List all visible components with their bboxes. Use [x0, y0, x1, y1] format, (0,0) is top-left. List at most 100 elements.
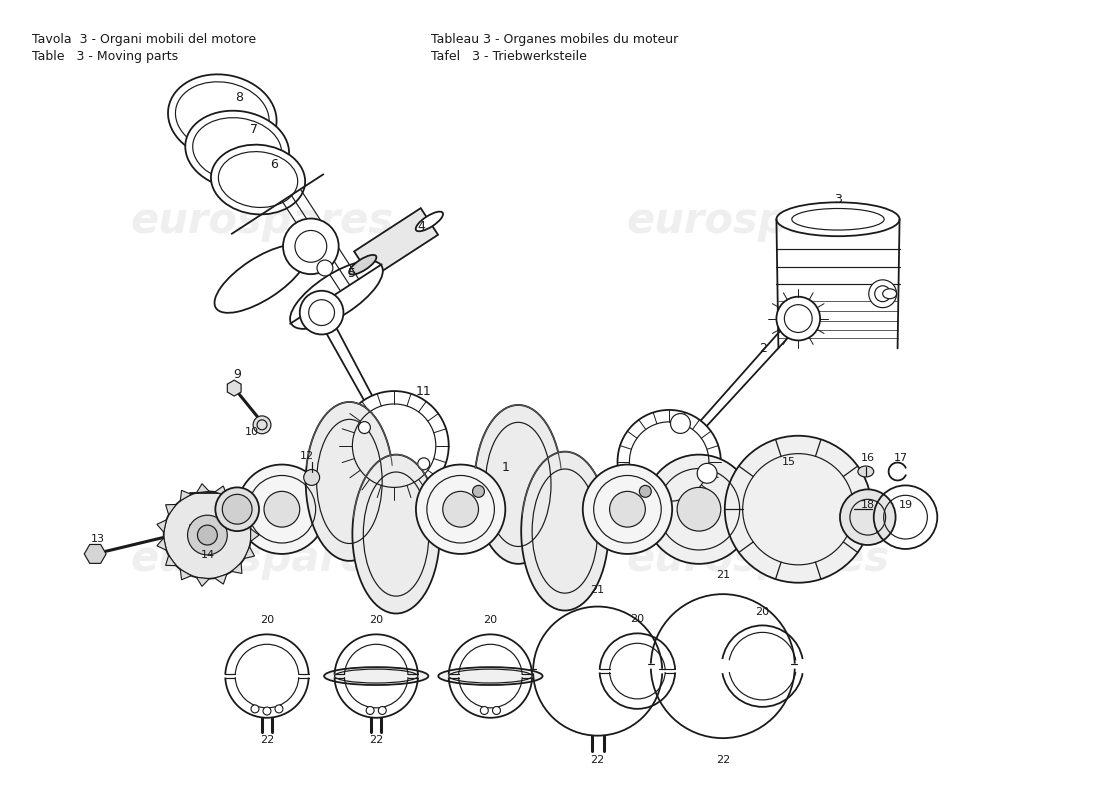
- Circle shape: [317, 260, 333, 276]
- Text: 6: 6: [270, 158, 278, 171]
- Polygon shape: [157, 538, 166, 550]
- Polygon shape: [232, 497, 242, 507]
- Text: Table   3 - Moving parts: Table 3 - Moving parts: [32, 50, 178, 63]
- Text: eurospares: eurospares: [131, 538, 394, 580]
- Circle shape: [253, 416, 271, 434]
- Ellipse shape: [882, 289, 896, 298]
- Circle shape: [299, 290, 343, 334]
- Polygon shape: [197, 578, 209, 586]
- Text: 22: 22: [260, 734, 274, 745]
- Text: 21: 21: [591, 585, 605, 594]
- Text: eurospares: eurospares: [627, 200, 890, 242]
- Circle shape: [671, 414, 691, 434]
- Text: 20: 20: [483, 615, 497, 626]
- Polygon shape: [228, 380, 241, 396]
- Circle shape: [304, 470, 320, 486]
- Ellipse shape: [858, 466, 873, 477]
- Circle shape: [869, 280, 896, 308]
- Circle shape: [263, 707, 271, 715]
- Ellipse shape: [168, 74, 276, 160]
- Polygon shape: [180, 490, 191, 501]
- Text: 13: 13: [91, 534, 106, 544]
- Text: 9: 9: [233, 368, 241, 381]
- Circle shape: [840, 490, 895, 545]
- Text: 15: 15: [781, 457, 795, 466]
- Polygon shape: [85, 545, 106, 563]
- Text: 5: 5: [348, 266, 356, 279]
- Polygon shape: [214, 574, 227, 584]
- Polygon shape: [180, 570, 191, 580]
- Text: 17: 17: [893, 453, 907, 462]
- Text: 22: 22: [591, 755, 605, 766]
- Polygon shape: [244, 547, 254, 558]
- Text: 20: 20: [756, 606, 770, 617]
- Polygon shape: [166, 555, 176, 566]
- Text: 8: 8: [235, 90, 243, 104]
- Ellipse shape: [777, 202, 900, 236]
- Text: eurospares: eurospares: [131, 200, 394, 242]
- Ellipse shape: [521, 452, 608, 610]
- Circle shape: [777, 297, 821, 341]
- Text: 3: 3: [834, 193, 842, 206]
- Polygon shape: [197, 484, 209, 493]
- Ellipse shape: [352, 454, 440, 614]
- Polygon shape: [232, 563, 242, 574]
- Polygon shape: [214, 486, 227, 496]
- Ellipse shape: [216, 487, 258, 531]
- Text: 1: 1: [502, 461, 509, 474]
- Text: Tableau 3 - Organes mobiles du moteur: Tableau 3 - Organes mobiles du moteur: [431, 33, 678, 46]
- Text: 21: 21: [716, 570, 730, 580]
- Ellipse shape: [645, 454, 754, 564]
- Text: Tafel   3 - Triebwerksteile: Tafel 3 - Triebwerksteile: [431, 50, 586, 63]
- Ellipse shape: [349, 255, 376, 274]
- Circle shape: [264, 491, 299, 527]
- Ellipse shape: [583, 465, 672, 554]
- Ellipse shape: [222, 494, 252, 524]
- Polygon shape: [166, 505, 176, 515]
- Ellipse shape: [214, 245, 307, 313]
- Text: 20: 20: [630, 614, 645, 625]
- Circle shape: [609, 491, 646, 527]
- Text: 7: 7: [250, 123, 258, 136]
- Circle shape: [639, 486, 651, 498]
- Text: 16: 16: [861, 453, 875, 462]
- Text: 2: 2: [760, 342, 768, 355]
- Text: 20: 20: [260, 615, 274, 626]
- Text: 18: 18: [860, 500, 875, 510]
- Circle shape: [442, 491, 478, 527]
- Ellipse shape: [290, 261, 383, 329]
- Circle shape: [187, 515, 228, 555]
- Text: 19: 19: [899, 500, 913, 510]
- Circle shape: [198, 525, 218, 545]
- Text: Tavola  3 - Organi mobili del motore: Tavola 3 - Organi mobili del motore: [32, 33, 256, 46]
- Text: 11: 11: [416, 385, 432, 398]
- Polygon shape: [354, 208, 438, 278]
- Text: eurospares: eurospares: [627, 538, 890, 580]
- Circle shape: [283, 218, 339, 274]
- Ellipse shape: [416, 465, 505, 554]
- Circle shape: [697, 463, 717, 483]
- Circle shape: [481, 706, 488, 714]
- Ellipse shape: [238, 465, 327, 554]
- Text: 12: 12: [299, 450, 314, 461]
- Text: 10: 10: [245, 426, 260, 437]
- Ellipse shape: [438, 667, 542, 685]
- Text: 4: 4: [417, 220, 425, 233]
- Circle shape: [359, 422, 371, 434]
- Ellipse shape: [416, 212, 443, 231]
- Ellipse shape: [306, 402, 393, 561]
- Circle shape: [251, 705, 258, 713]
- Circle shape: [418, 458, 430, 470]
- Circle shape: [725, 436, 871, 582]
- Ellipse shape: [211, 145, 305, 214]
- Circle shape: [366, 706, 374, 714]
- Polygon shape: [244, 512, 254, 523]
- Polygon shape: [157, 520, 166, 532]
- Text: 20: 20: [370, 615, 383, 626]
- Circle shape: [493, 706, 500, 714]
- Text: 14: 14: [200, 550, 214, 560]
- Polygon shape: [251, 529, 258, 542]
- Text: 22: 22: [370, 734, 383, 745]
- Circle shape: [164, 491, 251, 578]
- Circle shape: [678, 487, 721, 531]
